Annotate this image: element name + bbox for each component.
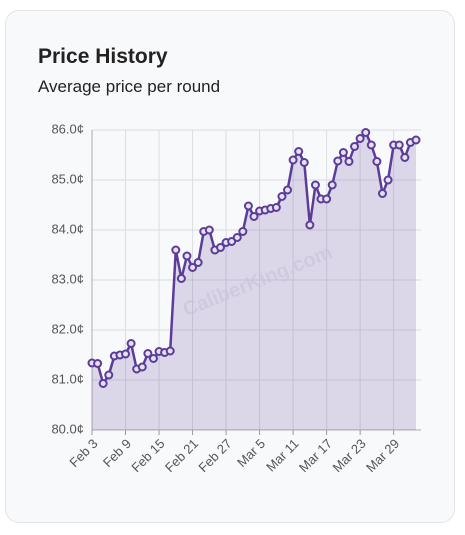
- point: [143, 349, 153, 358]
- y-tick-label: 82.0¢: [51, 321, 84, 336]
- x-tick-label: Mar 11: [263, 436, 302, 475]
- point: [93, 359, 103, 368]
- x-tick-label: Mar 17: [296, 436, 335, 475]
- point: [294, 147, 304, 156]
- point: [350, 142, 360, 151]
- point: [232, 233, 242, 242]
- point: [310, 180, 320, 190]
- point: [121, 349, 131, 359]
- point: [344, 157, 354, 166]
- point: [288, 155, 298, 165]
- point: [377, 189, 387, 198]
- chart-subtitle: Average price per round: [38, 77, 221, 96]
- point: [322, 194, 332, 204]
- chart-title: Price History: [38, 45, 168, 68]
- point: [193, 258, 203, 267]
- y-tick-label: 84.0¢: [51, 221, 84, 236]
- x-tick-label: Feb 27: [195, 436, 234, 475]
- point: [238, 227, 248, 236]
- point: [361, 128, 371, 137]
- point: [165, 346, 175, 356]
- y-tick-label: 80.0¢: [51, 421, 84, 436]
- point: [104, 370, 114, 380]
- point: [148, 354, 158, 363]
- point: [372, 157, 382, 166]
- point: [243, 201, 253, 211]
- point: [383, 175, 393, 185]
- x-tick-label: Mar 23: [329, 436, 368, 475]
- point: [327, 180, 337, 190]
- x-tick-label: Feb 21: [162, 436, 201, 475]
- point: [249, 212, 259, 221]
- point: [400, 153, 410, 162]
- x-tick-label: Feb 3: [66, 436, 100, 470]
- y-tick-label: 81.0¢: [51, 371, 84, 386]
- point: [333, 156, 343, 166]
- point: [338, 148, 348, 157]
- point: [299, 158, 309, 167]
- x-tick-label: Feb 15: [128, 436, 167, 475]
- point: [204, 225, 214, 235]
- x-tick-label: Mar 29: [363, 436, 402, 475]
- point: [366, 140, 376, 150]
- y-tick-label: 85.0¢: [51, 171, 84, 186]
- y-tick-label: 86.0¢: [51, 121, 84, 136]
- area: [92, 132, 416, 430]
- point: [126, 339, 136, 348]
- point: [271, 203, 281, 212]
- point: [283, 185, 293, 195]
- point: [137, 362, 147, 372]
- point: [171, 245, 181, 255]
- point: [394, 140, 404, 150]
- point: [277, 192, 287, 201]
- point: [98, 379, 108, 388]
- y-tick-label: 83.0¢: [51, 271, 84, 286]
- point: [188, 263, 198, 272]
- point: [305, 220, 315, 230]
- point: [411, 135, 421, 145]
- point: [176, 274, 186, 283]
- point: [215, 243, 225, 252]
- card: Price History Average price per round: [5, 10, 455, 523]
- point: [355, 134, 365, 143]
- point: [182, 251, 192, 261]
